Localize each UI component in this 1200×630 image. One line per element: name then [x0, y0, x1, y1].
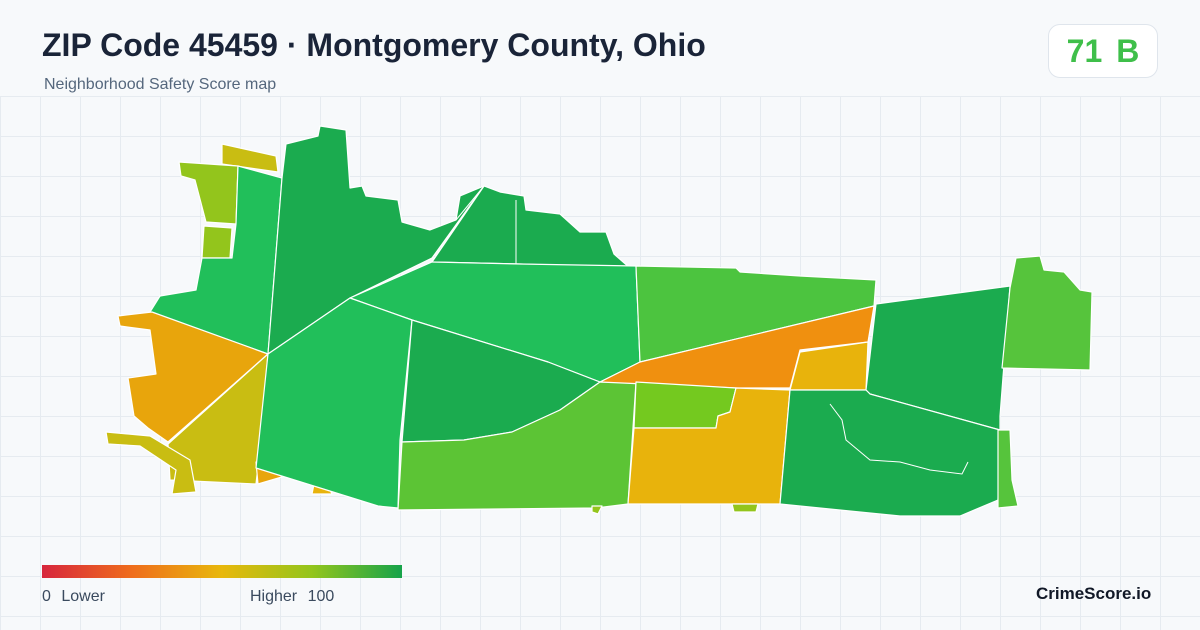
safety-score-badge: 71 B: [1048, 24, 1158, 78]
legend-high-label: Higher 100: [250, 588, 340, 606]
page-subtitle: Neighborhood Safety Score map: [44, 76, 277, 93]
legend-low-label: 0 Lower: [42, 588, 111, 606]
map-region-north-dark-green[interactable]: [267, 125, 485, 355]
map-region-green-speck[interactable]: [591, 505, 603, 515]
map-region-midwest-green[interactable]: [255, 297, 413, 509]
map-street-lines: [455, 185, 969, 475]
legend-color-scale: [42, 565, 402, 578]
map-region-w-small[interactable]: [201, 225, 233, 259]
map-region-far-east-light-green[interactable]: [1001, 255, 1093, 371]
safety-score-value: 71: [1066, 32, 1103, 69]
map-region-far-east-sliver[interactable]: [997, 429, 1019, 509]
legend-max-text: Higher: [250, 588, 298, 605]
map-region-sw-orange[interactable]: [117, 311, 269, 443]
legend-max-value: 100: [307, 588, 335, 605]
map-region-amber-speck[interactable]: [731, 503, 759, 513]
brand-logo-text[interactable]: CrimeScore.io: [1036, 584, 1152, 603]
safety-score-grade: B: [1116, 32, 1140, 69]
header: ZIP Code 45459 · Montgomery County, Ohio…: [0, 0, 1200, 96]
page-title: ZIP Code 45459 · Montgomery County, Ohio: [42, 27, 706, 63]
map-region-sw-olive-tail[interactable]: [105, 431, 197, 495]
map-region-nw-sliver[interactable]: [221, 143, 279, 173]
map-region-nw-yellow-green[interactable]: [178, 161, 239, 225]
legend-min-value: 0: [42, 588, 51, 605]
map-region-big-amber[interactable]: [627, 387, 791, 505]
legend-min-text: Lower: [61, 588, 105, 605]
